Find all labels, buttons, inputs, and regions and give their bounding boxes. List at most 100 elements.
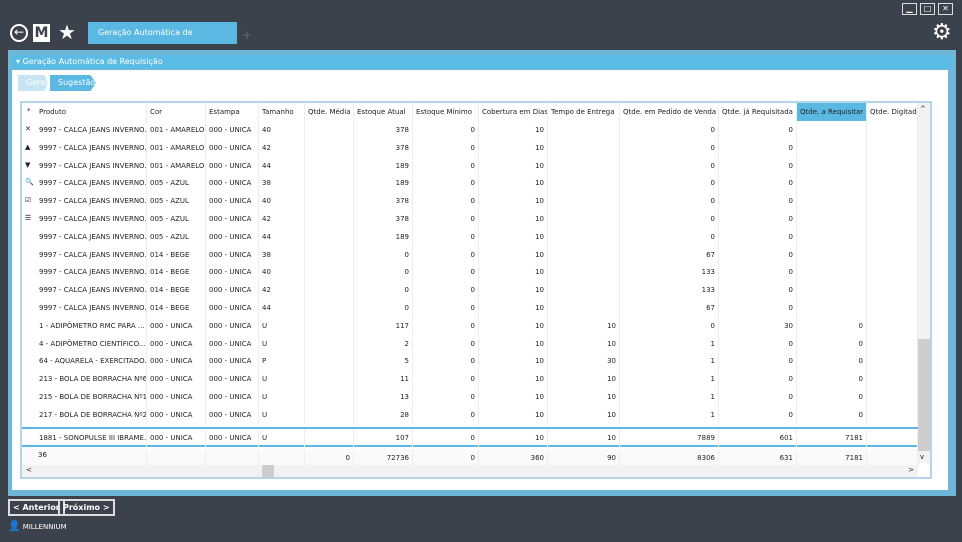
cell: 0 [797,388,867,406]
cell: 133 [620,281,719,300]
cell: 0 [797,316,867,335]
table-row[interactable]: 1 - ADIPÔMETRO RMC PARA ... 000 - UNICA 00… [22,316,920,335]
tab-geracao-requisicao[interactable]: Geração Automática de Requisição✕ [88,22,237,59]
table-row[interactable]: 9997 - CALCA JEANS INVERNO... 014 - BEGE 0… [22,299,920,317]
cell [867,299,918,317]
column-header[interactable]: Qtde. a Requisitar [797,103,867,121]
cell: 0 [413,370,479,389]
move-up-icon[interactable]: ▲ [25,142,31,151]
cell: 9997 - CALCA JEANS INVERNO... [36,121,147,139]
move-down-icon[interactable]: ▼ [25,160,31,169]
column-header[interactable]: Qtde. Média ... [305,103,354,121]
previous-button[interactable]: < Anterior [8,499,65,516]
table-row[interactable]: 9997 - CALCA JEANS INVERNO... 005 - AZUL 0… [22,192,920,211]
cell: 67 [620,245,719,264]
cell: 10 [479,429,548,447]
scroll-left-icon[interactable]: < [26,466,32,474]
cell: 000 - UNICA [206,334,259,353]
scroll-up-icon[interactable]: ^ [920,105,926,113]
column-header[interactable]: Tempo de Entrega [548,103,620,121]
search-icon[interactable]: 🔍 [25,178,34,187]
cell: 0 [413,449,479,467]
cell: 30 [548,352,620,371]
gear-icon[interactable]: ⚙ [932,20,952,45]
cell: 0 [413,174,479,193]
table-row[interactable]: 9997 - CALCA JEANS INVERNO... 014 - BEGE 0… [22,263,920,282]
table-row[interactable]: 9997 - CALCA JEANS INVERNO... 014 - BEGE 0… [22,245,920,264]
maximize-button[interactable]: □ [920,3,935,15]
cell: 0 [413,263,479,282]
cell: 005 - AZUL [147,192,206,211]
close-window-button[interactable]: ✕ [938,3,953,15]
scroll-right-icon[interactable]: > [908,466,914,474]
horizontal-scrollbar[interactable]: < > [22,465,918,477]
cell: U [259,388,305,406]
cell: 30 [719,316,797,335]
breadcrumb-sugestao[interactable]: Sugestão [50,75,96,91]
column-header[interactable]: Tamanho [259,103,305,121]
column-header[interactable]: Estoque Mínimo [413,103,479,121]
column-header[interactable]: Estoque Atual [354,103,413,121]
back-icon[interactable]: ← [10,24,28,42]
favorites-star-icon[interactable]: ★ [58,20,76,44]
table-row[interactable]: 9997 - CALCA JEANS INVERNO... 014 - BEGE 0… [22,281,920,300]
table-row[interactable]: 9997 - CALCA JEANS INVERNO... 001 - AMARE… [22,138,920,157]
column-header[interactable]: Estampa [206,103,259,121]
cell [867,334,918,353]
table-row[interactable]: 1881 - SONOPULSE III IBRAME... 000 - UNIC… [22,427,920,447]
table-row[interactable]: 9997 - CALCA JEANS INVERNO... 005 - AZUL 0… [22,227,920,246]
table-row[interactable]: 217 - BOLA DE BORRACHA Nº2... 000 - UNICA… [22,405,920,424]
table-row[interactable]: 9997 - CALCA JEANS INVERNO... 005 - AZUL 0… [22,210,920,228]
cell [305,316,354,335]
table-row[interactable]: 64 - AQUARELA - EXERCITADO... 000 - UNICA… [22,352,920,371]
cell: 64 - AQUARELA - EXERCITADO... [36,352,147,371]
table-row[interactable]: 213 - BOLA DE BORRACHA Nº6... 000 - UNICA… [22,370,920,389]
table-row[interactable]: 4 - ADIPÔMETRO CIENTÍFICO... 000 - UNICA 0… [22,334,920,353]
select-all-icon[interactable]: * [27,107,31,115]
cell: 378 [354,138,413,157]
panel-header[interactable]: ▾ Geração Automática de Requisição [12,55,952,69]
vertical-scroll-thumb[interactable] [918,339,930,451]
cell: 014 - BEGE [147,281,206,300]
check-list-icon[interactable]: ☑ [25,196,32,205]
column-header[interactable]: Produto [36,103,147,121]
cell [797,138,867,157]
cell: 0 [354,245,413,264]
scroll-down-icon[interactable]: v [920,453,925,461]
table-row[interactable]: 215 - BOLA DE BORRACHA Nº1... 000 - UNICA… [22,388,920,406]
app-logo-icon[interactable]: M [33,24,50,42]
column-header[interactable]: Qtde. em Pedido de Venda [620,103,719,121]
cell: 7181 [797,429,867,447]
cell: 38 [259,245,305,264]
cell [548,263,620,282]
cell: U [259,316,305,335]
vertical-scrollbar[interactable]: ^ v [918,103,930,463]
cell: 0 [413,429,479,447]
totals-row[interactable]: 0 72736 0 360 90 8306 631 7181 36 [22,449,920,467]
cell [305,156,354,175]
cell: 10 [479,263,548,282]
table-row[interactable]: 9997 - CALCA JEANS INVERNO... 001 - AMARE… [22,156,920,175]
column-header[interactable]: Qtde. já Requisitada [719,103,797,121]
cell: 000 - UNICA [147,429,206,447]
horizontal-scroll-thumb[interactable] [262,465,274,477]
delete-icon[interactable]: ✕ [25,125,31,133]
breadcrumb-geral[interactable]: Geral [18,75,48,91]
next-button[interactable]: Próximo > [58,499,115,516]
cell: 10 [479,388,548,406]
cell [867,138,918,157]
new-tab-icon[interactable]: + [242,28,253,42]
column-header[interactable]: Cor [147,103,206,121]
cell [259,449,305,467]
minimize-button[interactable]: ▁ [902,3,917,15]
cell: 215 - BOLA DE BORRACHA Nº1... [36,388,147,406]
table-row[interactable]: 9997 - CALCA JEANS INVERNO... 001 - AMARE… [22,121,920,139]
list-icon[interactable]: ☰ [25,214,32,222]
column-header[interactable]: Cobertura em Dias [479,103,548,121]
column-header[interactable]: Qtde. Digitada [867,103,918,121]
cell [305,245,354,264]
cell: 0 [719,210,797,228]
table-row[interactable]: 9997 - CALCA JEANS INVERNO... 005 - AZUL 0… [22,174,920,193]
cell [867,352,918,371]
